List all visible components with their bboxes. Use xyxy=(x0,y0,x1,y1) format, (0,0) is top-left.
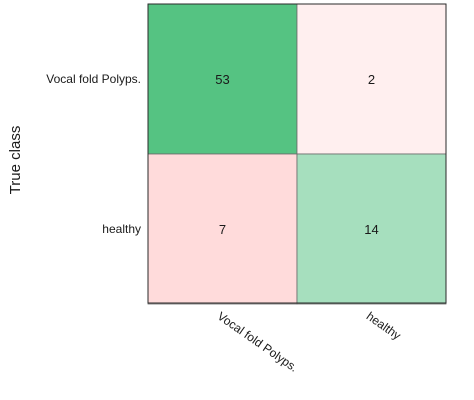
cell-value-0-0: 53 xyxy=(215,72,229,87)
row-tick-label-0: Vocal fold Polyps. xyxy=(46,72,141,86)
cell-value-1-0: 7 xyxy=(219,222,226,237)
matrix-cell-1-1 xyxy=(296,153,447,305)
cell-value-1-1: 14 xyxy=(364,222,378,237)
row-tick-label-1: healthy xyxy=(102,222,141,236)
cell-values: 53 2 7 14 xyxy=(215,72,378,237)
matrix-frame xyxy=(147,3,447,304)
matrix-cell-1-0 xyxy=(147,153,298,305)
matrix-cell-0-1 xyxy=(296,3,447,155)
row-tick-labels: Vocal fold Polyps. healthy xyxy=(46,72,141,236)
col-tick-label-0: Vocal fold Polyps. xyxy=(215,309,301,375)
matrix-cells xyxy=(147,3,447,305)
matrix-cell-0-0 xyxy=(147,3,298,155)
y-axis-label: True class xyxy=(7,126,24,195)
cell-value-0-1: 2 xyxy=(368,72,375,87)
col-tick-label-1: healthy xyxy=(364,309,404,343)
col-tick-labels: Vocal fold Polyps. healthy xyxy=(215,309,404,375)
